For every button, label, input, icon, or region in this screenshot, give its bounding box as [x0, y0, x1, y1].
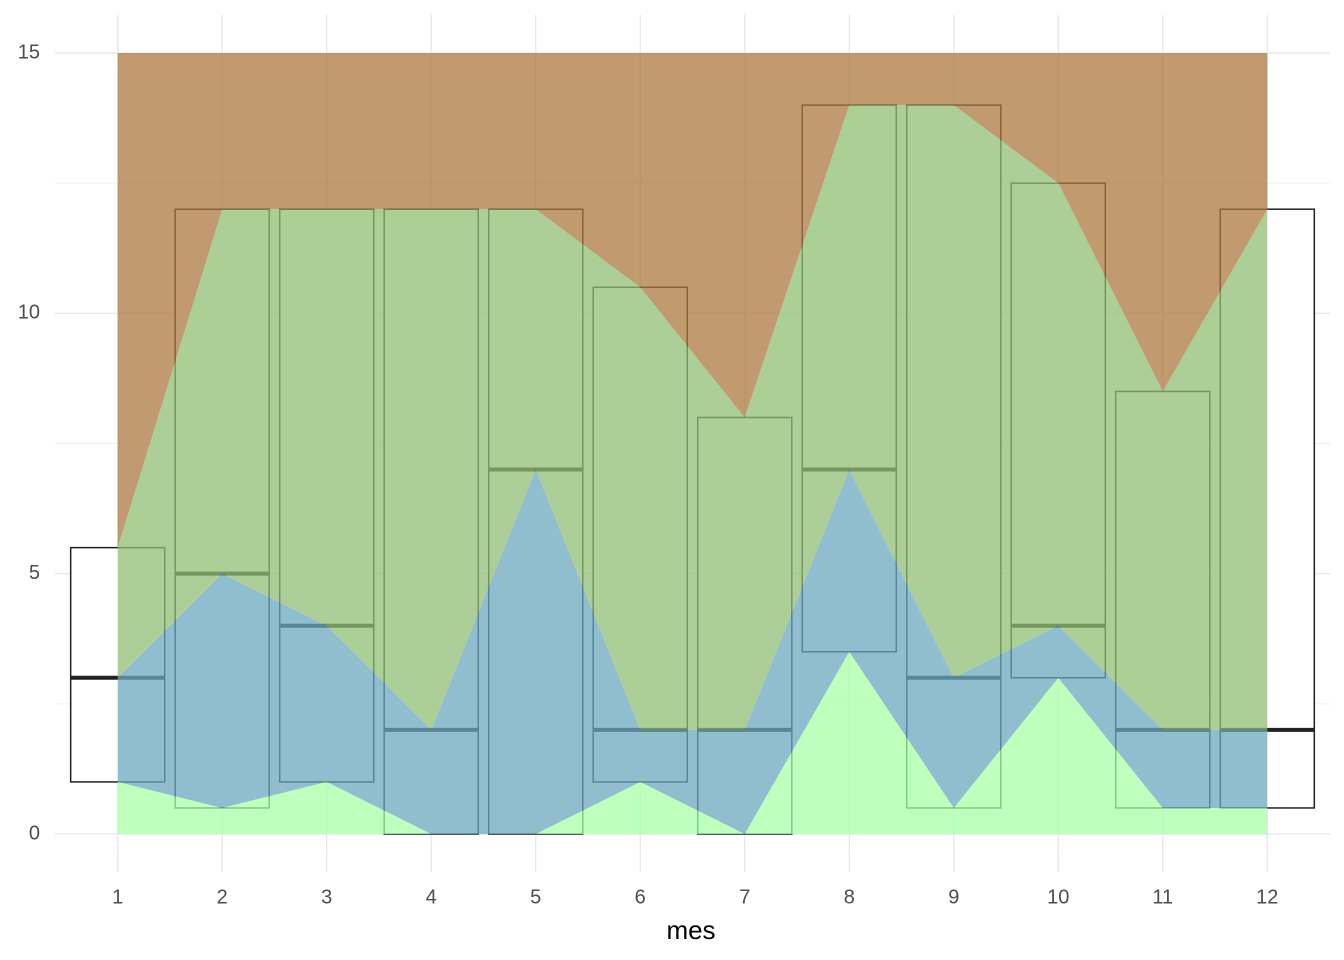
x-tick-label: 8	[844, 886, 855, 908]
ribbon	[117, 469, 1268, 834]
x-tick-label: 6	[635, 886, 646, 908]
ribbon	[117, 651, 1268, 834]
x-tick-label: 12	[1256, 886, 1278, 908]
x-tick-label: 11	[1152, 886, 1173, 908]
x-axis-label: mes	[666, 915, 715, 945]
y-tick-label: 5	[29, 562, 40, 584]
y-tick-label: 10	[18, 302, 40, 324]
x-tick-label: 4	[426, 886, 437, 908]
ribbon	[117, 53, 1268, 548]
x-tick-label: 10	[1047, 886, 1069, 908]
x-tick-label: 7	[739, 886, 750, 908]
x-tick-label: 1	[112, 886, 123, 908]
x-tick-label: 9	[948, 886, 959, 908]
y-tick-label: 15	[18, 41, 40, 63]
x-tick-label: 2	[217, 886, 228, 908]
x-tick-label: 3	[321, 886, 332, 908]
x-tick-label: 5	[530, 886, 541, 908]
y-tick-label: 0	[29, 822, 40, 844]
ribbon	[117, 105, 1268, 730]
